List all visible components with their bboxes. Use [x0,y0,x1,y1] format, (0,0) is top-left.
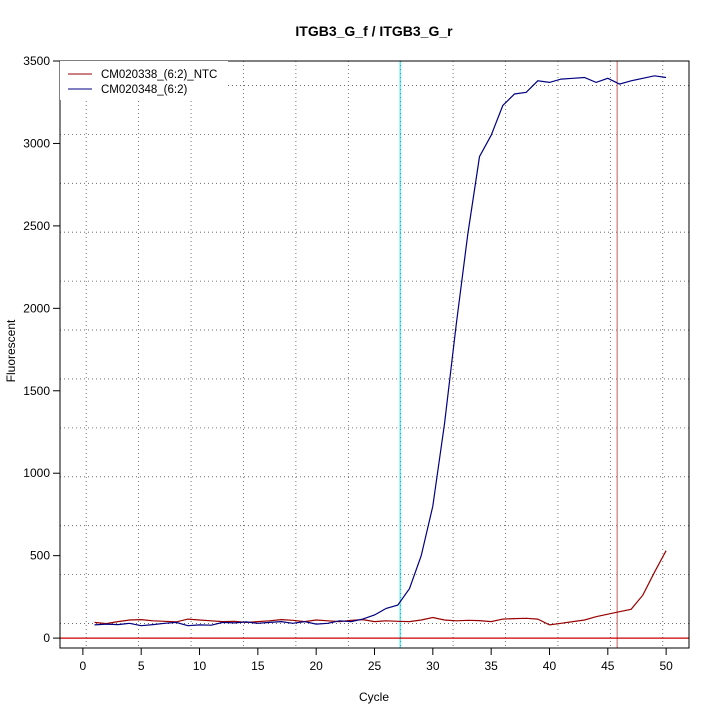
grid [60,61,689,648]
y-axis: 0 500 1000 1500 2000 2500 3000 3500 [23,54,61,645]
y-axis-title: Fluorescent [4,319,18,382]
y-tick-label: 2500 [23,219,50,233]
x-tick-label: 0 [80,659,87,673]
chart-title: ITGB3_G_f / ITGB3_G_r [295,23,453,39]
x-tick-label: 15 [251,659,265,673]
y-tick-label: 3500 [23,54,50,68]
y-tick-label: 1000 [23,466,50,480]
x-tick-label: 5 [138,659,145,673]
x-axis: 0 5 10 15 20 25 30 35 40 45 50 [80,647,673,673]
y-tick-label: 1500 [23,384,50,398]
x-axis-title: Cycle [359,690,389,704]
series-lines [94,75,667,627]
x-tick-label: 45 [601,659,615,673]
y-tick-label: 0 [43,631,50,645]
reference-lines [60,61,689,648]
x-tick-label: 35 [484,659,498,673]
legend-label: CM020338_(6:2)_NTC [101,69,217,81]
legend: CM020338_(6:2)_NTC CM020348_(6:2) [60,61,228,100]
x-tick-label: 25 [368,659,382,673]
y-tick-label: 500 [30,549,50,563]
legend-label: CM020348_(6:2) [101,84,187,96]
y-tick-label: 3000 [23,136,50,150]
plot-border [59,60,690,649]
x-tick-label: 50 [659,659,673,673]
series-line [94,550,667,626]
x-tick-label: 30 [426,659,440,673]
x-tick-label: 10 [193,659,207,673]
legend-box [60,61,228,100]
y-tick-label: 2000 [23,301,50,315]
series-line [94,75,667,627]
x-tick-label: 20 [309,659,323,673]
x-tick-label: 40 [543,659,557,673]
